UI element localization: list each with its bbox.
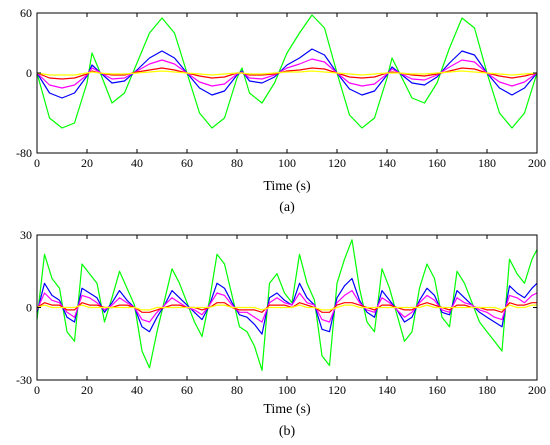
panel-b-series-4-line [36, 302, 537, 313]
panel-a-xtick-label: 0 [34, 156, 40, 170]
panel-a-xtick-label: 120 [328, 156, 346, 170]
panel-b-caption: (b) [279, 424, 296, 439]
panel-b-series-3-line [36, 290, 538, 323]
panel-a-ytick-label: -80 [16, 146, 32, 160]
panel-a-xtick-label: 160 [428, 156, 446, 170]
panel-a-xtick-label: 180 [478, 156, 496, 170]
panel-a-xtick-label: 20 [81, 156, 93, 170]
panel-a-xtick-label: 80 [231, 156, 243, 170]
panel-b-xtick-label: 20 [81, 383, 93, 397]
panel-b-xtick-label: 100 [278, 383, 296, 397]
panel-a-xtick-label: 200 [528, 156, 546, 170]
panel-a-ytick-label: 0 [26, 66, 32, 80]
panel-a-series-3-line [36, 58, 538, 89]
panel-a-xtick-label: 40 [131, 156, 143, 170]
panel-b-xlabel: Time (s) [263, 402, 311, 417]
panel-b-series-2-line [36, 277, 538, 335]
panel-b-series-5-line [36, 304, 537, 311]
panel-b-xtick-label: 60 [181, 383, 193, 397]
panel-b-ytick-label: 30 [20, 228, 32, 242]
panel-a-xtick-label: 60 [181, 156, 193, 170]
panel-b-xtick-label: 80 [231, 383, 243, 397]
panel-b-xtick-label: 140 [378, 383, 396, 397]
panel-b-ytick-label: -30 [16, 373, 32, 387]
panel-a-ytick-label: 60 [20, 6, 32, 20]
panel-b-series-1-line [36, 239, 538, 371]
panel-a-series-5-line [36, 70, 538, 76]
panel-a-xlabel: Time (s) [263, 179, 311, 194]
panel-b-xtick-label: 200 [528, 383, 546, 397]
panel-a-series-1-line [36, 14, 538, 129]
panel-a-xtick-label: 140 [378, 156, 396, 170]
panel-b-xtick-label: 160 [428, 383, 446, 397]
panel-b-xtick-label: 120 [328, 383, 346, 397]
panel-b-ytick-label: 0 [26, 301, 32, 315]
panel-a-xtick-label: 100 [278, 156, 296, 170]
panel-b-xtick-label: 0 [34, 383, 40, 397]
panel-b-xtick-label: 180 [478, 383, 496, 397]
panel-b-xtick-label: 40 [131, 383, 143, 397]
panel-a-caption: (a) [279, 200, 295, 215]
panel-a-series-lines [36, 14, 538, 129]
panel-b-series-lines [36, 239, 538, 371]
